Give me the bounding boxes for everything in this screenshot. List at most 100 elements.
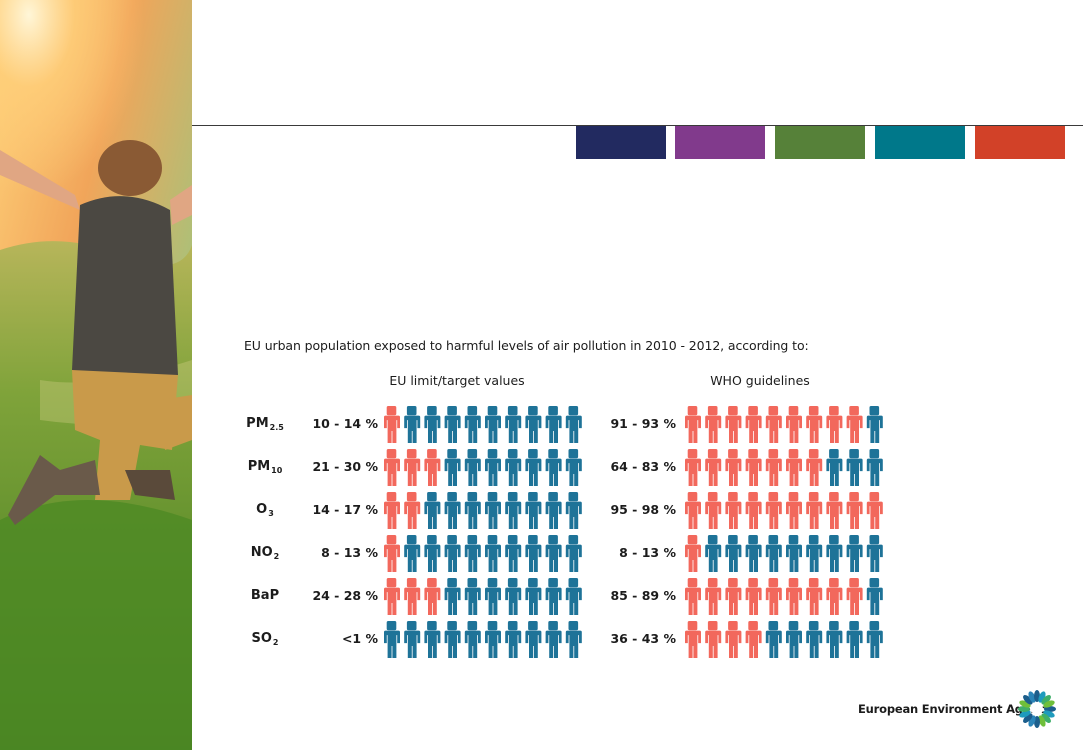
person-icon-exposed xyxy=(765,578,782,615)
person-icon-exposed xyxy=(745,492,762,529)
header-tab-purple xyxy=(675,126,765,159)
logo-petal xyxy=(1041,695,1051,705)
person-icon-not-exposed xyxy=(565,406,582,443)
person-icon-not-exposed xyxy=(545,621,562,658)
range-label: 14 - 17 % xyxy=(312,502,378,517)
person-icon-not-exposed xyxy=(464,492,481,529)
range-label: 91 - 93 % xyxy=(610,416,676,431)
person-icon-not-exposed xyxy=(464,406,481,443)
person-icon-not-exposed xyxy=(765,535,782,572)
person-icon-not-exposed xyxy=(565,621,582,658)
person-icon-not-exposed xyxy=(545,535,562,572)
person-icon-exposed xyxy=(685,449,701,486)
person-icon-not-exposed xyxy=(846,535,863,572)
person-icon-not-exposed xyxy=(525,449,542,486)
person-icon-exposed xyxy=(685,621,701,658)
person-icon-not-exposed xyxy=(846,621,863,658)
person-icon-not-exposed xyxy=(444,492,461,529)
logo-petal xyxy=(1038,715,1046,727)
person-icon-not-exposed xyxy=(765,621,782,658)
logo-petal xyxy=(1028,691,1036,703)
header-tab-navy xyxy=(576,126,666,159)
person-icon-not-exposed xyxy=(826,621,843,658)
person-icon-exposed xyxy=(685,578,701,615)
person-icon-exposed xyxy=(786,449,802,486)
person-icon-exposed xyxy=(384,578,400,615)
person-icon-exposed xyxy=(725,449,742,486)
person-icon-exposed xyxy=(765,492,782,529)
person-icon-not-exposed xyxy=(545,578,562,615)
person-icon-not-exposed xyxy=(505,535,522,572)
person-icon-not-exposed xyxy=(404,535,421,572)
person-icon-not-exposed xyxy=(866,621,883,658)
logo-petal xyxy=(1043,700,1055,708)
logo-petal xyxy=(1023,713,1033,723)
person-icon-exposed xyxy=(384,492,400,529)
person-icon-exposed xyxy=(705,406,722,443)
person-icon-exposed xyxy=(806,406,823,443)
group-title-eu: EU limit/target values xyxy=(389,373,525,388)
person-icon-exposed xyxy=(685,492,701,529)
person-icon-exposed xyxy=(685,535,701,572)
person-icon-exposed xyxy=(384,449,400,486)
person-icon-not-exposed xyxy=(525,578,542,615)
person-icon-exposed xyxy=(705,449,722,486)
person-icon-not-exposed xyxy=(565,492,582,529)
range-label: 24 - 28 % xyxy=(312,588,378,603)
person-icon-not-exposed xyxy=(866,406,883,443)
pollutant-label: PM10 xyxy=(247,459,283,475)
person-icon-not-exposed xyxy=(525,535,542,572)
eea-sun-logo-icon xyxy=(1018,690,1056,728)
person-icon-exposed xyxy=(424,449,441,486)
person-icon-not-exposed xyxy=(384,621,400,658)
person-icon-exposed xyxy=(826,578,843,615)
jumping-person-photo xyxy=(0,0,192,750)
person-icon-not-exposed xyxy=(505,449,522,486)
person-icon-not-exposed xyxy=(444,621,461,658)
person-icon-exposed xyxy=(745,406,762,443)
pollutant-label: BaP xyxy=(250,588,280,603)
person-icon-exposed xyxy=(786,578,802,615)
person-icon-not-exposed xyxy=(505,578,522,615)
person-icon-exposed xyxy=(826,406,843,443)
person-icon-not-exposed xyxy=(485,621,501,658)
person-icon-not-exposed xyxy=(485,406,501,443)
person-icon-not-exposed xyxy=(464,578,481,615)
person-icon-not-exposed xyxy=(806,621,823,658)
person-icon-not-exposed xyxy=(846,449,863,486)
person-icon-not-exposed xyxy=(826,449,843,486)
range-label: <1 % xyxy=(341,631,378,646)
person-icon-exposed xyxy=(806,492,823,529)
person-icon-exposed xyxy=(384,406,400,443)
person-icon-exposed xyxy=(826,492,843,529)
person-icon-exposed xyxy=(725,621,742,658)
person-icon-not-exposed xyxy=(485,449,501,486)
person-icon-exposed xyxy=(725,578,742,615)
person-icon-exposed xyxy=(384,535,400,572)
person-icon-not-exposed xyxy=(866,535,883,572)
header-rule xyxy=(192,125,1083,126)
person-icon-exposed xyxy=(846,578,863,615)
person-icon-not-exposed xyxy=(525,406,542,443)
person-icon-not-exposed xyxy=(464,449,481,486)
person-icon-exposed xyxy=(846,492,863,529)
header-tab-green xyxy=(775,126,865,159)
range-label: 64 - 83 % xyxy=(610,459,676,474)
person-icon-not-exposed xyxy=(505,406,522,443)
person-icon-not-exposed xyxy=(786,535,802,572)
person-icon-exposed xyxy=(404,492,421,529)
person-icon-not-exposed xyxy=(444,578,461,615)
header-tab-red xyxy=(975,126,1065,159)
person-icon-not-exposed xyxy=(866,449,883,486)
pollutant-label: O3 xyxy=(256,502,274,518)
person-icon-exposed xyxy=(404,449,421,486)
person-icon-exposed xyxy=(705,621,722,658)
person-icon-exposed xyxy=(866,492,883,529)
person-icon-not-exposed xyxy=(745,535,762,572)
logo-petal xyxy=(1041,713,1051,723)
person-icon-not-exposed xyxy=(806,535,823,572)
person-icon-not-exposed xyxy=(545,449,562,486)
pollutant-label: PM2.5 xyxy=(246,416,284,432)
person-icon-not-exposed xyxy=(786,621,802,658)
